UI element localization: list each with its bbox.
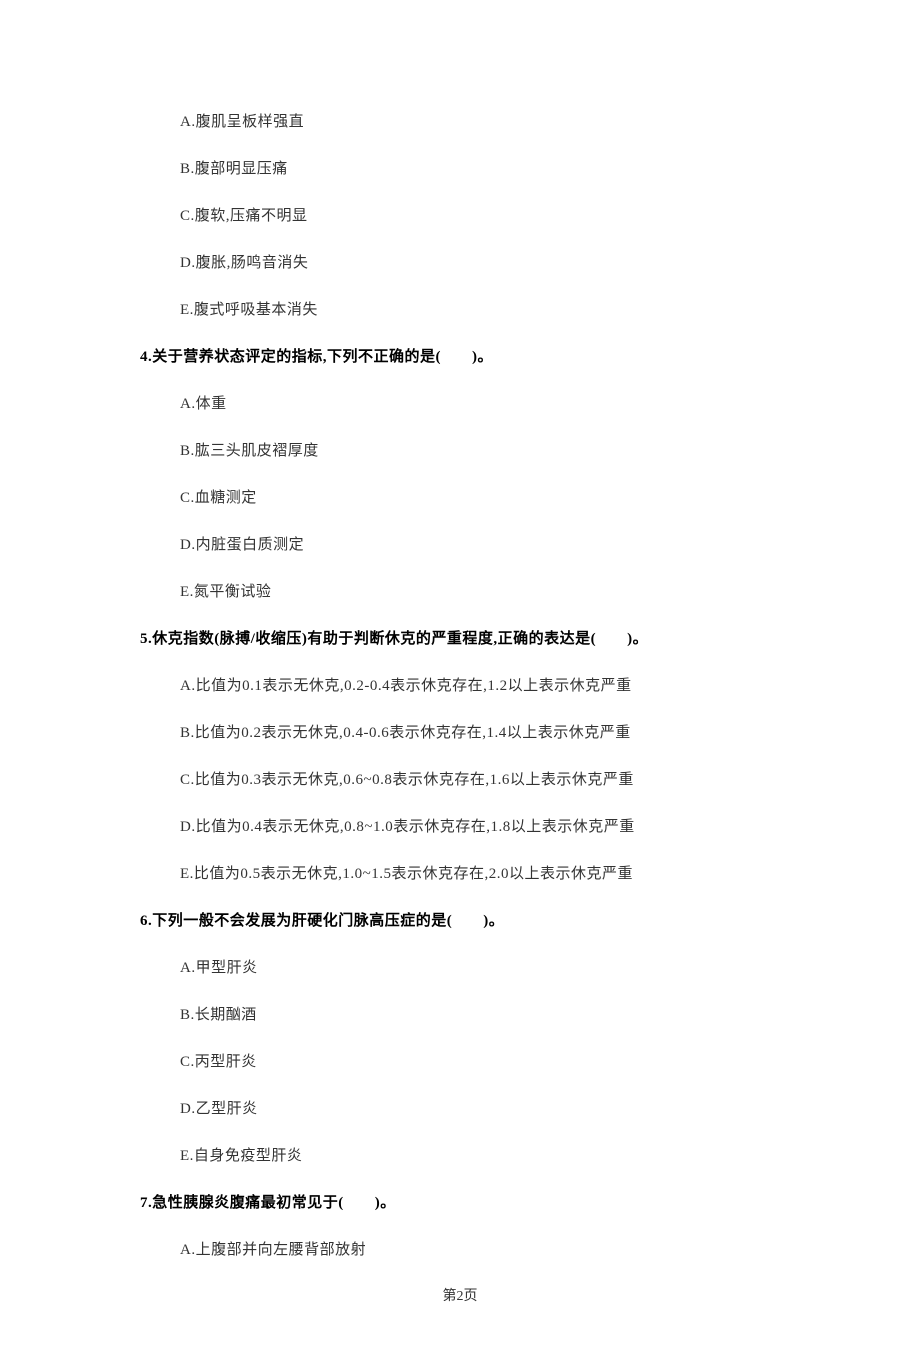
q3-option-b: B.腹部明显压痛 xyxy=(180,157,780,178)
q3-option-a: A.腹肌呈板样强直 xyxy=(180,110,780,131)
q5-option-b: B.比值为0.2表示无休克,0.4-0.6表示休克存在,1.4以上表示休克严重 xyxy=(180,721,780,742)
q5-option-e: E.比值为0.5表示无休克,1.0~1.5表示休克存在,2.0以上表示休克严重 xyxy=(180,862,780,883)
q3-option-c: C.腹软,压痛不明显 xyxy=(180,204,780,225)
q4-option-e: E.氮平衡试验 xyxy=(180,580,780,601)
q6-option-e: E.自身免疫型肝炎 xyxy=(180,1144,780,1165)
q5-option-d: D.比值为0.4表示无休克,0.8~1.0表示休克存在,1.8以上表示休克严重 xyxy=(180,815,780,836)
q3-option-e: E.腹式呼吸基本消失 xyxy=(180,298,780,319)
q6-stem: 6.下列一般不会发展为肝硬化门脉高压症的是( )。 xyxy=(140,909,780,930)
q4-stem: 4.关于营养状态评定的指标,下列不正确的是( )。 xyxy=(140,345,780,366)
q4-option-c: C.血糖测定 xyxy=(180,486,780,507)
q6-option-c: C.丙型肝炎 xyxy=(180,1050,780,1071)
q5-stem: 5.休克指数(脉搏/收缩压)有助于判断休克的严重程度,正确的表达是( )。 xyxy=(140,627,780,648)
q3-option-d: D.腹胀,肠鸣音消失 xyxy=(180,251,780,272)
q6-option-b: B.长期酗酒 xyxy=(180,1003,780,1024)
q5-option-c: C.比值为0.3表示无休克,0.6~0.8表示休克存在,1.6以上表示休克严重 xyxy=(180,768,780,789)
page-footer: 第2页 xyxy=(0,1285,920,1305)
q6-option-a: A.甲型肝炎 xyxy=(180,956,780,977)
document-page: A.腹肌呈板样强直 B.腹部明显压痛 C.腹软,压痛不明显 D.腹胀,肠鸣音消失… xyxy=(0,0,920,1345)
q5-option-a: A.比值为0.1表示无休克,0.2-0.4表示休克存在,1.2以上表示休克严重 xyxy=(180,674,780,695)
q6-option-d: D.乙型肝炎 xyxy=(180,1097,780,1118)
q4-option-a: A.体重 xyxy=(180,392,780,413)
q4-option-d: D.内脏蛋白质测定 xyxy=(180,533,780,554)
q7-stem: 7.急性胰腺炎腹痛最初常见于( )。 xyxy=(140,1191,780,1212)
q4-option-b: B.肱三头肌皮褶厚度 xyxy=(180,439,780,460)
q7-option-a: A.上腹部并向左腰背部放射 xyxy=(180,1238,780,1259)
